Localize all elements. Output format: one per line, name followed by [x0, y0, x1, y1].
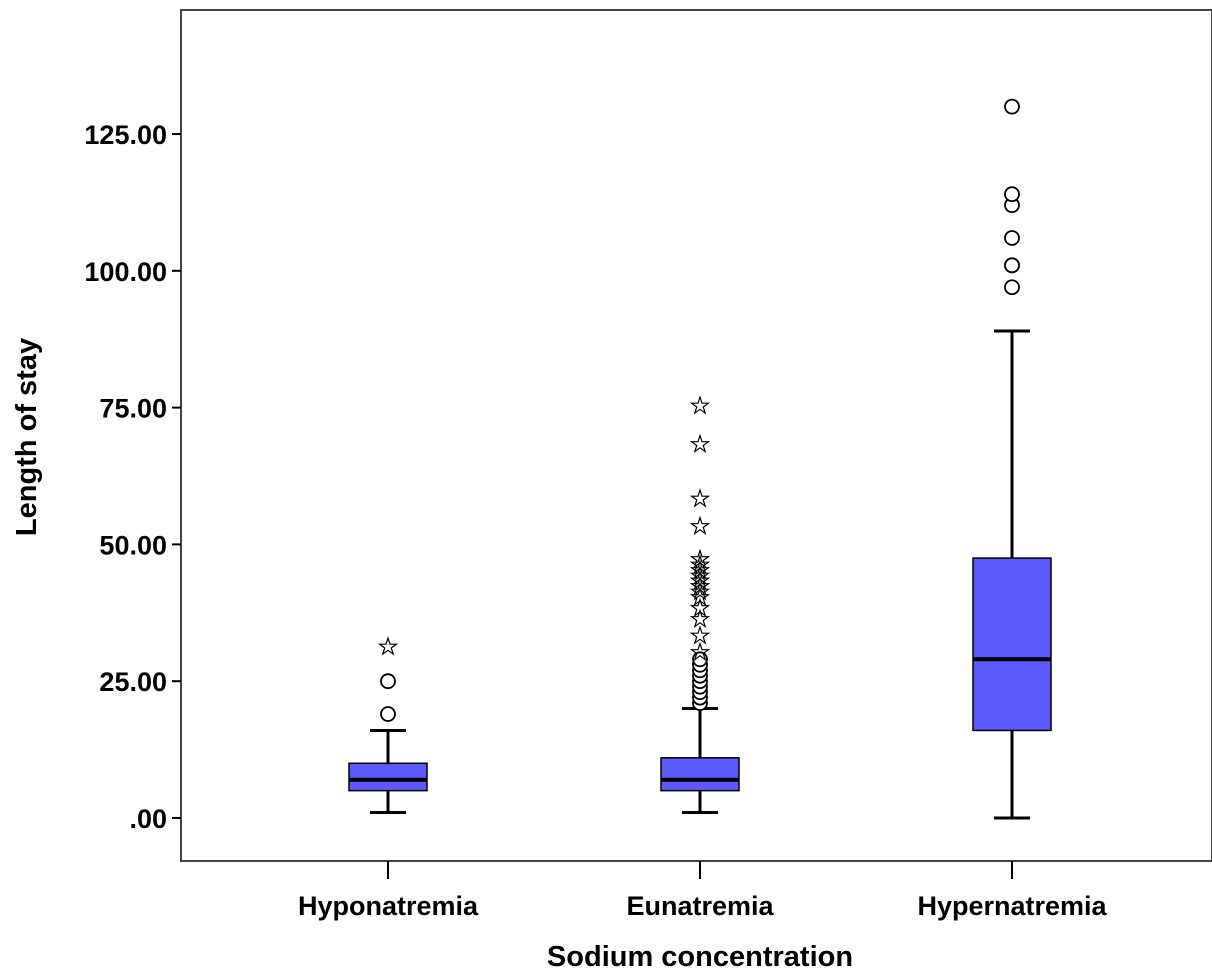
- extreme-outlier-point: ★: [690, 564, 710, 589]
- extreme-outlier-point: ★: [690, 597, 710, 622]
- outlier-point: [380, 706, 396, 722]
- x-axis-title: Sodium concentration: [547, 941, 853, 973]
- x-tick-label: Hyponatremia: [298, 891, 479, 921]
- y-tick-label: 100.00: [84, 257, 167, 287]
- y-tick-label: 50.00: [99, 530, 167, 560]
- x-tick-label: Hypernatremia: [917, 891, 1107, 921]
- extreme-outlier-point: ★: [690, 569, 710, 594]
- extreme-outlier-point: ★: [690, 575, 710, 600]
- extreme-outlier-point: ★: [690, 608, 710, 633]
- extreme-outlier-point: ★: [690, 580, 710, 605]
- plot-area: .00 25.00 50.00 75.00 100.00 125.00 Hyponatrem…: [84, 9, 1212, 921]
- iqr-box: [972, 557, 1052, 732]
- iqr-box: [660, 757, 740, 792]
- plot-frame: [180, 9, 1212, 862]
- extreme-outlier-point: ★: [690, 624, 710, 649]
- y-axis-title: Length of stay: [11, 338, 43, 536]
- extreme-outlier-point: ★: [690, 432, 710, 457]
- outlier-point: [1004, 98, 1020, 115]
- extreme-outlier-point: ★: [690, 515, 710, 540]
- y-tick-label: 125.00: [84, 120, 167, 150]
- extreme-outlier-point: ★: [690, 586, 710, 611]
- extreme-outlier-point: ★: [690, 394, 710, 419]
- outlier-point: [1004, 279, 1020, 296]
- extreme-outlier-point: ★: [690, 640, 710, 665]
- y-tick-label: 75.00: [99, 394, 167, 424]
- extreme-outlier-point: ★: [690, 547, 710, 572]
- y-tick-label: .00: [129, 804, 167, 834]
- x-tick-label: Eunatremia: [626, 891, 774, 921]
- outlier-point: [1004, 257, 1020, 274]
- outlier-point: [692, 651, 708, 668]
- extreme-outlier-point: ★: [690, 553, 710, 578]
- outlier-point: [380, 673, 396, 690]
- extreme-outlier-point: ★: [690, 487, 710, 512]
- outlier-point: [1004, 186, 1020, 203]
- outlier-point: [1004, 230, 1020, 246]
- extreme-outlier-point: ★: [690, 558, 710, 583]
- y-tick-label: 25.00: [99, 667, 167, 697]
- iqr-box: [348, 762, 428, 792]
- extreme-outlier-point: ★: [378, 635, 398, 660]
